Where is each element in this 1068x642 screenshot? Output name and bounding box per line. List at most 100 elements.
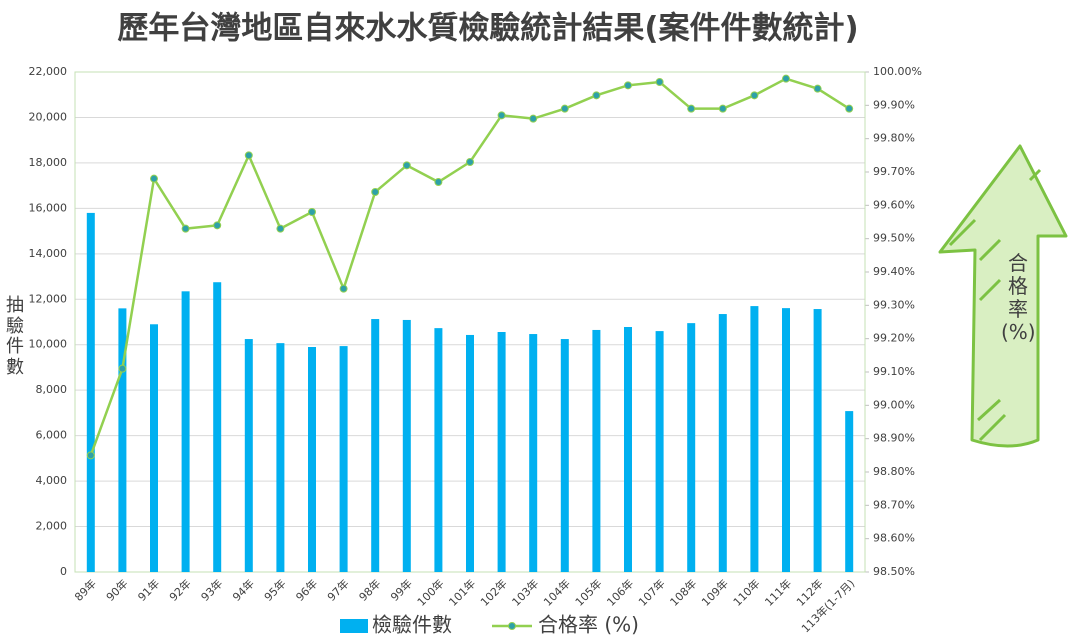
bar <box>466 334 474 572</box>
y-tick-label: 22,000 <box>29 65 68 78</box>
line-marker <box>750 91 759 100</box>
line-marker <box>371 188 380 196</box>
legend-label: 檢驗件數 <box>372 613 452 637</box>
x-tick-label: 91年 <box>135 576 163 604</box>
y-axis-label: 抽驗件數 <box>6 295 24 379</box>
line-marker <box>150 174 158 183</box>
y2-tick-label: 99.00% <box>873 398 915 411</box>
arrow-decoration <box>938 144 1068 448</box>
bar <box>813 309 822 572</box>
y2-tick-label: 99.90% <box>873 98 915 111</box>
bar <box>624 327 632 572</box>
bar <box>687 323 696 572</box>
x-tick-label: 95年 <box>261 576 289 604</box>
y-tick-label: 6,000 <box>36 429 68 442</box>
legend-swatch <box>340 619 368 633</box>
line-marker <box>466 158 474 166</box>
x-tick-label: 93年 <box>198 576 226 604</box>
x-tick-label: 104年 <box>541 576 574 609</box>
x-tick-label: 110年 <box>730 576 763 609</box>
bar <box>434 328 443 572</box>
x-tick-label: 90年 <box>103 576 131 604</box>
line-marker <box>813 84 822 93</box>
x-tick-label: 111年 <box>762 576 795 609</box>
line-marker <box>402 161 411 170</box>
x-tick-label: 96年 <box>293 576 321 604</box>
x-tick-label: 99年 <box>387 576 415 604</box>
bar <box>371 319 380 572</box>
bar <box>497 332 506 572</box>
line-marker <box>687 104 696 113</box>
x-tick-label: 101年 <box>446 576 479 609</box>
y2-tick-label: 99.70% <box>873 165 915 178</box>
bar <box>718 314 727 572</box>
line-marker <box>276 224 285 233</box>
y2-tick-label: 98.80% <box>873 465 915 478</box>
bar <box>339 346 348 572</box>
bar <box>150 324 158 572</box>
bar <box>118 308 127 572</box>
line-marker <box>655 78 664 86</box>
line-marker <box>718 104 727 113</box>
x-tick-label: 107年 <box>635 576 668 609</box>
x-tick-label: 103年 <box>509 576 542 609</box>
line-marker <box>624 81 632 90</box>
y2-tick-label: 99.10% <box>873 365 915 378</box>
bar <box>181 291 190 572</box>
annotation: 合格率(%) <box>1001 251 1036 344</box>
line-marker <box>181 224 190 233</box>
y2-tick-label: 98.90% <box>873 432 915 445</box>
x-tick-label: 97年 <box>324 576 352 604</box>
line-marker <box>560 104 569 113</box>
y-tick-label: 4,000 <box>36 474 68 487</box>
y2-tick-label: 99.40% <box>873 265 915 278</box>
x-tick-label: 89年 <box>71 576 99 604</box>
line-marker <box>213 221 222 230</box>
line-marker <box>308 208 316 216</box>
y2-tick-label: 100.00% <box>873 65 922 78</box>
y2-tick-label: 99.50% <box>873 232 915 245</box>
legend-label: 合格率 (%) <box>538 613 639 637</box>
line-marker <box>244 151 253 160</box>
y-tick-label: 14,000 <box>29 247 68 260</box>
bar <box>308 347 316 572</box>
bar <box>845 411 854 572</box>
line-marker <box>592 91 601 100</box>
legend-marker <box>508 622 516 630</box>
bar <box>592 329 601 572</box>
y-tick-label: 0 <box>60 565 67 578</box>
y2-tick-label: 98.70% <box>873 498 915 511</box>
bar <box>213 282 222 572</box>
arrow-hatch <box>948 168 1042 442</box>
bar <box>529 334 538 572</box>
x-tick-label: 92年 <box>166 576 194 604</box>
x-tick-label: 105年 <box>572 576 605 609</box>
line-marker <box>782 74 790 83</box>
y2-tick-label: 99.60% <box>873 198 915 211</box>
x-tick-label: 100年 <box>414 576 447 609</box>
y-tick-label: 18,000 <box>29 156 68 169</box>
line-marker <box>86 451 95 460</box>
y-tick-label: 16,000 <box>29 201 68 214</box>
x-tick-label: 109年 <box>699 576 732 609</box>
y2-tick-label: 98.60% <box>873 532 915 545</box>
y2-tick-label: 98.50% <box>873 565 915 578</box>
bar <box>655 331 664 572</box>
x-tick-label: 106年 <box>604 576 637 609</box>
line-marker <box>339 284 348 293</box>
x-tick-label: 102年 <box>477 576 510 609</box>
bar <box>750 306 759 572</box>
line-marker <box>497 111 506 120</box>
chart-title: 歷年台灣地區自來水水質檢驗統計結果(案件件數統計) <box>117 11 858 47</box>
y2-tick-label: 99.80% <box>873 132 915 145</box>
line-marker <box>434 178 443 186</box>
line-marker <box>529 114 538 123</box>
bar <box>276 343 285 572</box>
x-tick-label: 94年 <box>229 576 257 604</box>
bar <box>560 339 569 572</box>
bar <box>244 339 253 572</box>
y-tick-label: 2,000 <box>36 520 68 533</box>
y-tick-label: 20,000 <box>29 110 68 123</box>
